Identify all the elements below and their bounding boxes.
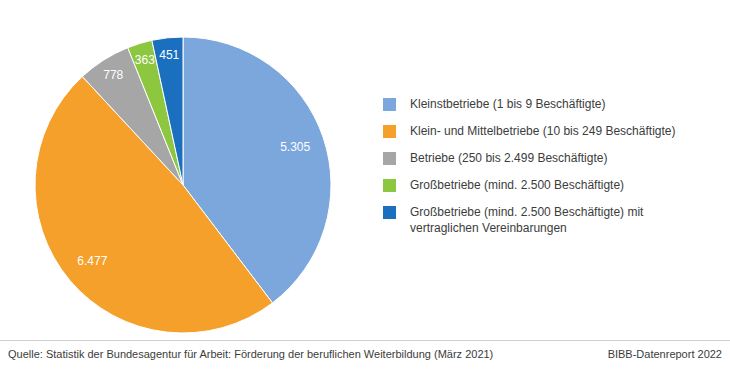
legend-label: Großbetriebe (mind. 2.500 Beschäftigte) …	[410, 204, 682, 236]
data-label: 6.477	[77, 254, 107, 268]
legend-swatch	[383, 152, 396, 165]
legend-label: Großbetriebe (mind. 2.500 Beschäftigte)	[410, 177, 682, 193]
pie-slice	[152, 37, 183, 185]
legend-item: Betriebe (250 bis 2.499 Beschäftigte)	[383, 150, 683, 166]
legend-item: Klein- und Mittelbetriebe (10 bis 249 Be…	[383, 123, 683, 139]
data-labels: 5.305 6.477 778 363 451	[77, 48, 310, 268]
legend-item: Kleinstbetriebe (1 bis 9 Beschäftigte)	[383, 96, 683, 112]
legend-swatch	[383, 98, 396, 111]
data-label: 451	[159, 48, 179, 62]
data-label: 5.305	[280, 140, 310, 154]
slices	[35, 37, 331, 333]
legend-item: Großbetriebe (mind. 2.500 Beschäftigte)	[383, 177, 683, 193]
note: BIBB-Datenreport 2022	[608, 348, 722, 360]
legend-item: Großbetriebe (mind. 2.500 Beschäftigte) …	[383, 204, 683, 236]
legend-swatch	[383, 125, 396, 138]
legend-swatch	[383, 206, 396, 219]
source: Quelle: Statistik der Bundesagentur für …	[8, 348, 493, 360]
footer-rule	[0, 340, 730, 341]
legend-label: Betriebe (250 bis 2.499 Beschäftigte)	[410, 150, 682, 166]
legend-label: Kleinstbetriebe (1 bis 9 Beschäftigte)	[410, 96, 682, 112]
legend: Kleinstbetriebe (1 bis 9 Beschäftigte) Kl…	[383, 96, 683, 247]
legend-label: Klein- und Mittelbetriebe (10 bis 249 Be…	[410, 123, 682, 139]
legend-swatch	[383, 179, 396, 192]
data-label: 363	[135, 53, 155, 67]
data-label: 778	[103, 68, 123, 82]
